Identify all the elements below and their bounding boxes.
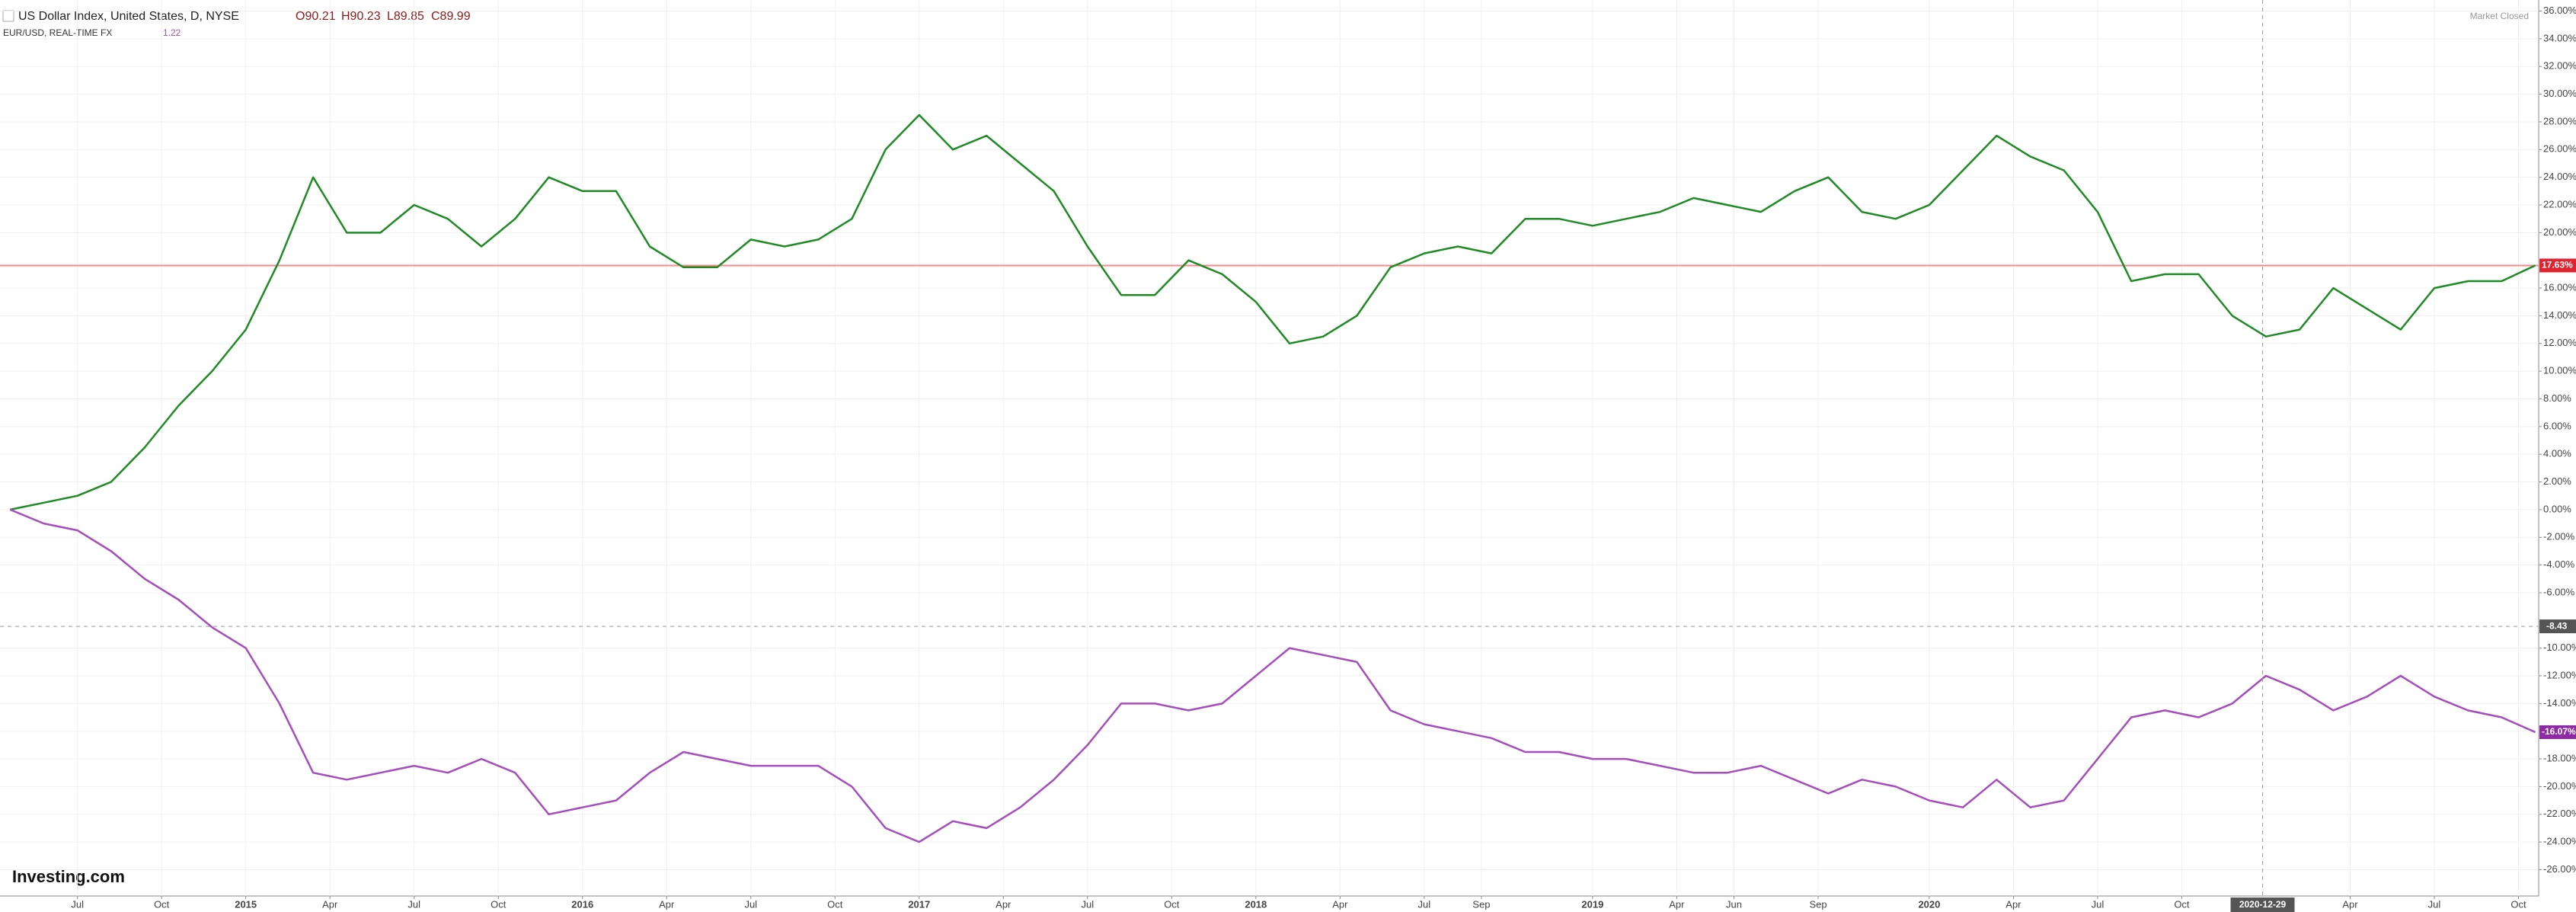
y-tick-label: 26.00% <box>2543 143 2576 155</box>
y-tick-label: -10.00% <box>2543 642 2576 653</box>
y-tick-label: 28.00% <box>2543 115 2576 126</box>
crosshair-y-label: -8.43 <box>2546 620 2568 631</box>
x-tick-label: Jul <box>2428 898 2441 910</box>
compare-symbol: EUR/USD, REAL-TIME FX <box>3 27 112 38</box>
x-tick-label: 2017 <box>908 898 930 910</box>
y-tick-label: 32.00% <box>2543 60 2576 72</box>
y-tick-label: -20.00% <box>2543 780 2576 792</box>
low: L89.85 <box>387 10 424 23</box>
x-tick-label: Apr <box>996 898 1012 910</box>
last-value-box <box>2539 725 2576 739</box>
x-tick-label: Apr <box>1332 898 1348 910</box>
x-tick-label: 2015 <box>235 898 257 910</box>
y-tick-label: 12.00% <box>2543 337 2576 348</box>
x-tick-label: 2020 <box>1918 898 1940 910</box>
crosshair-x-label: 2020-12-29 <box>2239 899 2287 910</box>
crosshair-y-box <box>2539 619 2576 634</box>
y-tick-label: 2.00% <box>2543 475 2571 487</box>
x-tick-label: Apr <box>1669 898 1685 910</box>
series-line <box>9 508 2536 843</box>
y-tick-label: 4.00% <box>2543 448 2571 459</box>
symbol-title: US Dollar Index, United States, D, NYSE <box>18 10 239 23</box>
x-tick-label: Sep <box>1472 898 1490 910</box>
y-tick-label: 14.00% <box>2543 309 2576 321</box>
last-value-label: 17.63% <box>2542 260 2573 270</box>
last-value-box <box>2539 258 2576 273</box>
last-value-label: -16.07% <box>2542 726 2576 737</box>
x-tick-label: Jul <box>1081 898 1094 910</box>
y-tick-label: -24.00% <box>2543 836 2576 847</box>
collapse-icon[interactable] <box>2 10 14 22</box>
y-tick-label: 8.00% <box>2543 392 2571 404</box>
y-tick-label: 10.00% <box>2543 365 2576 376</box>
x-tick-label: 2018 <box>1245 898 1267 910</box>
x-tick-label: Jul <box>2092 898 2105 910</box>
x-tick-label: Jul <box>744 898 757 910</box>
crosshair-x-box <box>2230 898 2295 912</box>
x-tick-label: Oct <box>1164 898 1180 910</box>
high: H90.23 <box>341 10 381 23</box>
x-tick-label: Jul <box>407 898 420 910</box>
x-tick-label: Oct <box>2510 898 2526 910</box>
open: O90.21 <box>296 10 336 23</box>
y-tick-label: 22.00% <box>2543 198 2576 210</box>
y-tick-label: 0.00% <box>2543 503 2571 514</box>
y-tick-label: 30.00% <box>2543 88 2576 99</box>
x-tick-label: Sep <box>1809 898 1827 910</box>
y-tick-label: -14.00% <box>2543 697 2576 709</box>
x-tick-label: Apr <box>322 898 338 910</box>
y-tick-label: 36.00% <box>2543 5 2576 16</box>
x-tick-label: Oct <box>154 898 170 910</box>
y-tick-label: 16.00% <box>2543 282 2576 293</box>
y-tick-label: -22.00% <box>2543 808 2576 819</box>
y-tick-label: -12.00% <box>2543 669 2576 680</box>
y-tick-label: -2.00% <box>2543 531 2575 542</box>
x-tick-label: Oct <box>827 898 843 910</box>
x-tick-label: Oct <box>491 898 507 910</box>
close: C89.99 <box>431 10 471 23</box>
x-tick-label: 2019 <box>1581 898 1603 910</box>
x-tick-label: Apr <box>2342 898 2358 910</box>
y-tick-label: 6.00% <box>2543 420 2571 431</box>
x-tick-label: Jun <box>1726 898 1742 910</box>
x-tick-label: 2016 <box>571 898 593 910</box>
x-tick-label: Apr <box>2006 898 2021 910</box>
y-tick-label: -4.00% <box>2543 558 2575 570</box>
x-tick-label: Jul <box>71 898 84 910</box>
market-status: Market Closed <box>2470 11 2529 21</box>
x-tick-label: Oct <box>2174 898 2190 910</box>
x-tick-label: Jul <box>1418 898 1431 910</box>
y-tick-label: -6.00% <box>2543 586 2575 597</box>
logo: Investing.com <box>12 867 125 886</box>
compare-value: 1.22 <box>163 27 181 38</box>
x-tick-label: Apr <box>659 898 675 910</box>
series-line <box>10 114 2536 511</box>
y-tick-label: 34.00% <box>2543 32 2576 43</box>
y-tick-label: 24.00% <box>2543 171 2576 182</box>
y-tick-label: -18.00% <box>2543 752 2576 763</box>
y-tick-label: 20.00% <box>2543 226 2576 238</box>
y-tick-label: -26.00% <box>2543 863 2576 875</box>
